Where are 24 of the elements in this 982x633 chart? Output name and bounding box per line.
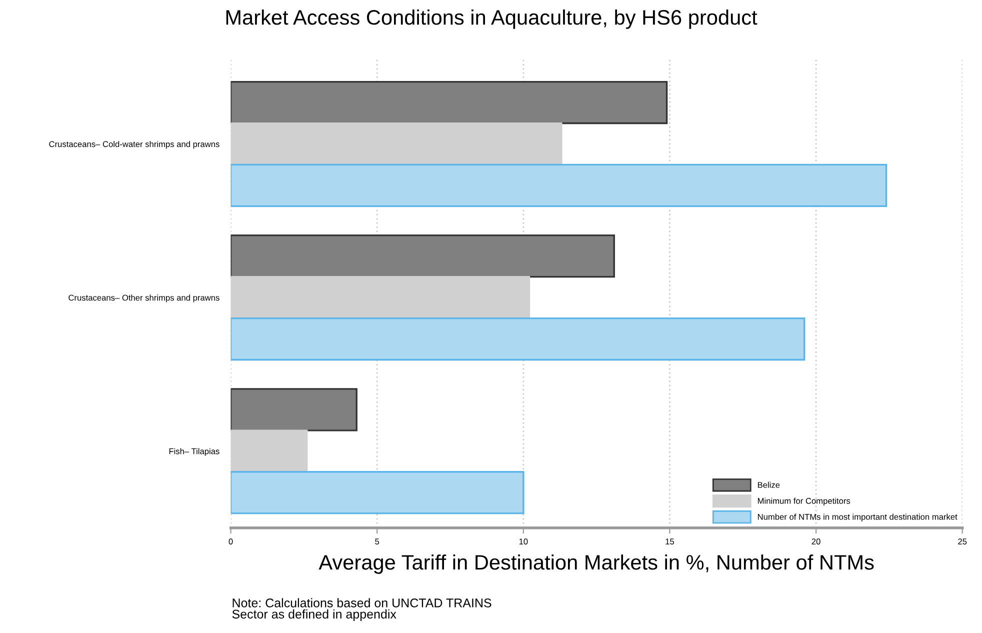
legend-label: Minimum for Competitors xyxy=(758,498,850,506)
bar xyxy=(230,471,524,514)
y-tick-label: Crustaceans– Cold-water shrimps and prawns xyxy=(49,140,220,149)
y-tick-label: Fish– Tilapias xyxy=(169,448,220,456)
x-tick-label: 10 xyxy=(519,538,528,544)
bar xyxy=(230,388,358,432)
chart-title: Market Access Conditions in Aquaculture, by HS6 product xyxy=(226,9,758,29)
x-axis-title: Average Tariff in Destination Markets in %, Number of NTMs xyxy=(318,554,874,574)
legend-label: Belize xyxy=(758,482,780,488)
x-tick-label: 0 xyxy=(228,538,233,544)
bar xyxy=(230,430,308,473)
bar xyxy=(230,80,668,124)
x-tick-label: 5 xyxy=(375,538,380,544)
bar xyxy=(230,122,562,166)
x-tick-label: 15 xyxy=(666,538,674,544)
bar xyxy=(230,234,615,278)
text: Note: Calculations based on UNCTAD TRAINS Sector as defined in appendix xyxy=(232,598,492,622)
bar xyxy=(230,276,530,320)
legend-label: Number of NTMs in most important destination market xyxy=(758,514,958,522)
x-tick-label: 25 xyxy=(958,538,967,544)
bar xyxy=(230,164,888,208)
y-tick-label: Crustaceans– Other shrimps and prawns xyxy=(68,294,220,302)
x-tick-label: 20 xyxy=(812,538,820,544)
bar xyxy=(230,317,806,361)
